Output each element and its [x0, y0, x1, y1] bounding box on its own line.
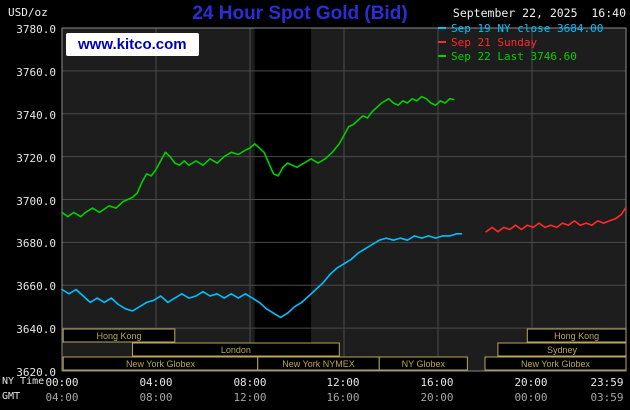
x-tick-gmt: 00:00 — [514, 391, 548, 404]
kitco-watermark: www.kitco.com — [66, 33, 199, 56]
x-tick-ny: 23:59 — [590, 376, 624, 389]
session-box — [484, 356, 627, 371]
x-tick-ny: 04:00 — [139, 376, 173, 389]
series-line — [61, 233, 463, 319]
x-tick-ny: 08:00 — [233, 376, 267, 389]
session-label: New York NYMEX — [282, 359, 355, 369]
session-box — [497, 342, 627, 357]
y-tick-label: 3720.0 — [16, 152, 56, 165]
legend-item-sep22: Sep 22 Last 3746.60 — [438, 49, 603, 63]
y-tick-label: 3740.0 — [16, 109, 56, 122]
x-tick-ny: 16:00 — [420, 376, 454, 389]
y-tick-label: 3700.0 — [16, 195, 56, 208]
y-tick-label: 3660.0 — [16, 280, 56, 293]
x-tick-gmt: 12:00 — [233, 391, 267, 404]
y-tick-label: 3640.0 — [16, 323, 56, 336]
legend-label: Sep 21 Sunday — [451, 35, 538, 49]
ny-time-axis-label: NY Time — [2, 376, 45, 387]
legend-label: Sep 19 NY close 3684.00 — [451, 21, 604, 35]
session-label: New York Globex — [126, 359, 196, 369]
y-tick-label: 3780.0 — [16, 23, 56, 36]
session-box — [378, 356, 468, 371]
y-tick-label: 3760.0 — [16, 66, 56, 79]
unit-label: USD/oz — [8, 6, 48, 19]
x-tick-gmt: 20:00 — [420, 391, 454, 404]
page-title: 24 Hour Spot Gold (Bid) — [192, 3, 408, 24]
session-label: NY Globex — [402, 359, 446, 369]
legend-item-sep21: Sep 21 Sunday — [438, 35, 603, 49]
legend-item-sep19: Sep 19 NY close 3684.00 — [438, 21, 603, 35]
green-dash-icon — [438, 55, 446, 57]
series-line — [61, 95, 455, 218]
cyan-dash-icon — [438, 27, 446, 29]
gmt-axis-label: GMT — [2, 391, 21, 402]
x-tick-ny: 00:00 — [45, 376, 79, 389]
x-tick-ny: 12:00 — [326, 376, 360, 389]
y-tick-label: 3620.0 — [16, 366, 56, 379]
session-label: London — [221, 345, 251, 355]
session-label: Hong Kong — [96, 331, 141, 341]
x-tick-ny: 20:00 — [514, 376, 548, 389]
x-tick-gmt: 16:00 — [326, 391, 360, 404]
session-label: Hong Kong — [554, 331, 599, 341]
red-dash-icon — [438, 41, 446, 43]
x-tick-gmt: 03:59 — [590, 391, 624, 404]
series-line — [485, 207, 627, 233]
x-tick-gmt: 08:00 — [139, 391, 173, 404]
datetime-label: September 22, 2025 16:40 — [452, 6, 626, 20]
legend: Sep 19 NY close 3684.00 Sep 21 Sunday Se… — [438, 21, 603, 63]
session-label: Sydney — [547, 345, 578, 355]
session-box — [62, 328, 176, 343]
session-box — [526, 328, 627, 343]
x-tick-gmt: 04:00 — [45, 391, 79, 404]
y-tick-label: 3680.0 — [16, 237, 56, 250]
legend-label: Sep 22 Last 3746.60 — [451, 49, 577, 63]
plot-frame — [61, 27, 627, 372]
session-label: New York Globex — [521, 359, 591, 369]
session-box — [132, 342, 340, 357]
